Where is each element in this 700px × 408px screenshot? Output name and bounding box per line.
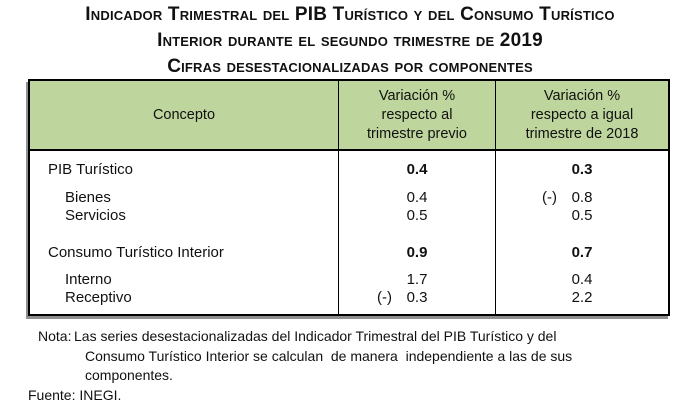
- title-line-2: Interior durante el segundo trimestre de…: [157, 30, 543, 51]
- value-pib-year: 0.3: [496, 161, 668, 179]
- value-text: 0.5: [571, 207, 593, 224]
- concept-column: PIB Turístico Bienes Servicios Consumo T…: [30, 151, 339, 314]
- value-bienes-prev: 0.4: [339, 189, 495, 207]
- table-header-row: Concepto Variación % respecto al trimest…: [30, 81, 668, 151]
- value-consumo-year: 0.7: [496, 244, 668, 262]
- source-line: Fuente: INEGI.: [28, 386, 122, 403]
- value-text: 0.4: [406, 161, 428, 178]
- prev-quarter-column: 0.4 0.4 0.5 0.9 1.7 (-) 0.3: [339, 151, 496, 314]
- year-ago-column: 0.3 (-) 0.8 0.5 0.7 0.4 2.2: [496, 151, 668, 314]
- value-interno-year: 0.4: [496, 271, 668, 289]
- value-receptivo-prev: (-) 0.3: [339, 289, 495, 307]
- value-text: 0.9: [406, 244, 428, 261]
- row-label-consumo-turistico-interior: Consumo Turístico Interior: [48, 244, 224, 261]
- title-line-3: Cifras desestacionalizadas por component…: [167, 56, 533, 77]
- negative-sign: (-): [377, 289, 392, 306]
- row-label-servicios: Servicios: [65, 207, 126, 224]
- note-label: Nota:: [38, 328, 72, 344]
- note-line: componentes.: [85, 367, 173, 383]
- value-text: 1.7: [406, 271, 428, 288]
- title-line-1: Indicador Trimestral del PIB Turístico y…: [85, 4, 615, 25]
- column-header-prev-quarter: Variación % respecto al trimestre previo: [339, 81, 496, 149]
- value-text: 0.5: [406, 207, 428, 224]
- value-text: 0.8: [571, 189, 593, 206]
- value-text: 0.4: [571, 271, 593, 288]
- row-label-interno: Interno: [65, 271, 112, 288]
- indicator-table: Concepto Variación % respecto al trimest…: [28, 79, 670, 316]
- document-title: Indicador Trimestral del PIB Turístico y…: [0, 2, 700, 80]
- column-header-concept: Concepto: [30, 81, 339, 149]
- value-text: 0.3: [406, 289, 428, 306]
- row-label-receptivo: Receptivo: [65, 289, 132, 306]
- row-label-pib-turistico: PIB Turístico: [48, 161, 134, 178]
- note-line: Las series desestacionalizadas del Indic…: [74, 328, 557, 344]
- note-line: Consumo Turístico Interior se calculan d…: [85, 347, 573, 364]
- value-servicios-prev: 0.5: [339, 207, 495, 225]
- column-header-year-ago: Variación % respecto a igual trimestre d…: [525, 87, 639, 142]
- value-servicios-year: 0.5: [496, 207, 668, 225]
- table-body: PIB Turístico Bienes Servicios Consumo T…: [30, 151, 668, 314]
- negative-sign: (-): [542, 189, 557, 206]
- value-interno-prev: 1.7: [339, 271, 495, 289]
- value-pib-prev: 0.4: [339, 161, 495, 179]
- value-text: 2.2: [571, 289, 593, 306]
- footnote-block: Nota: Las series desestacionalizadas del…: [0, 327, 700, 405]
- value-text: 0.3: [571, 161, 593, 178]
- value-bienes-year: (-) 0.8: [496, 189, 668, 207]
- value-text: 0.7: [571, 244, 593, 261]
- row-label-bienes: Bienes: [65, 189, 111, 206]
- value-receptivo-year: 2.2: [496, 289, 668, 307]
- value-consumo-prev: 0.9: [339, 244, 495, 262]
- value-text: 0.4: [406, 189, 428, 206]
